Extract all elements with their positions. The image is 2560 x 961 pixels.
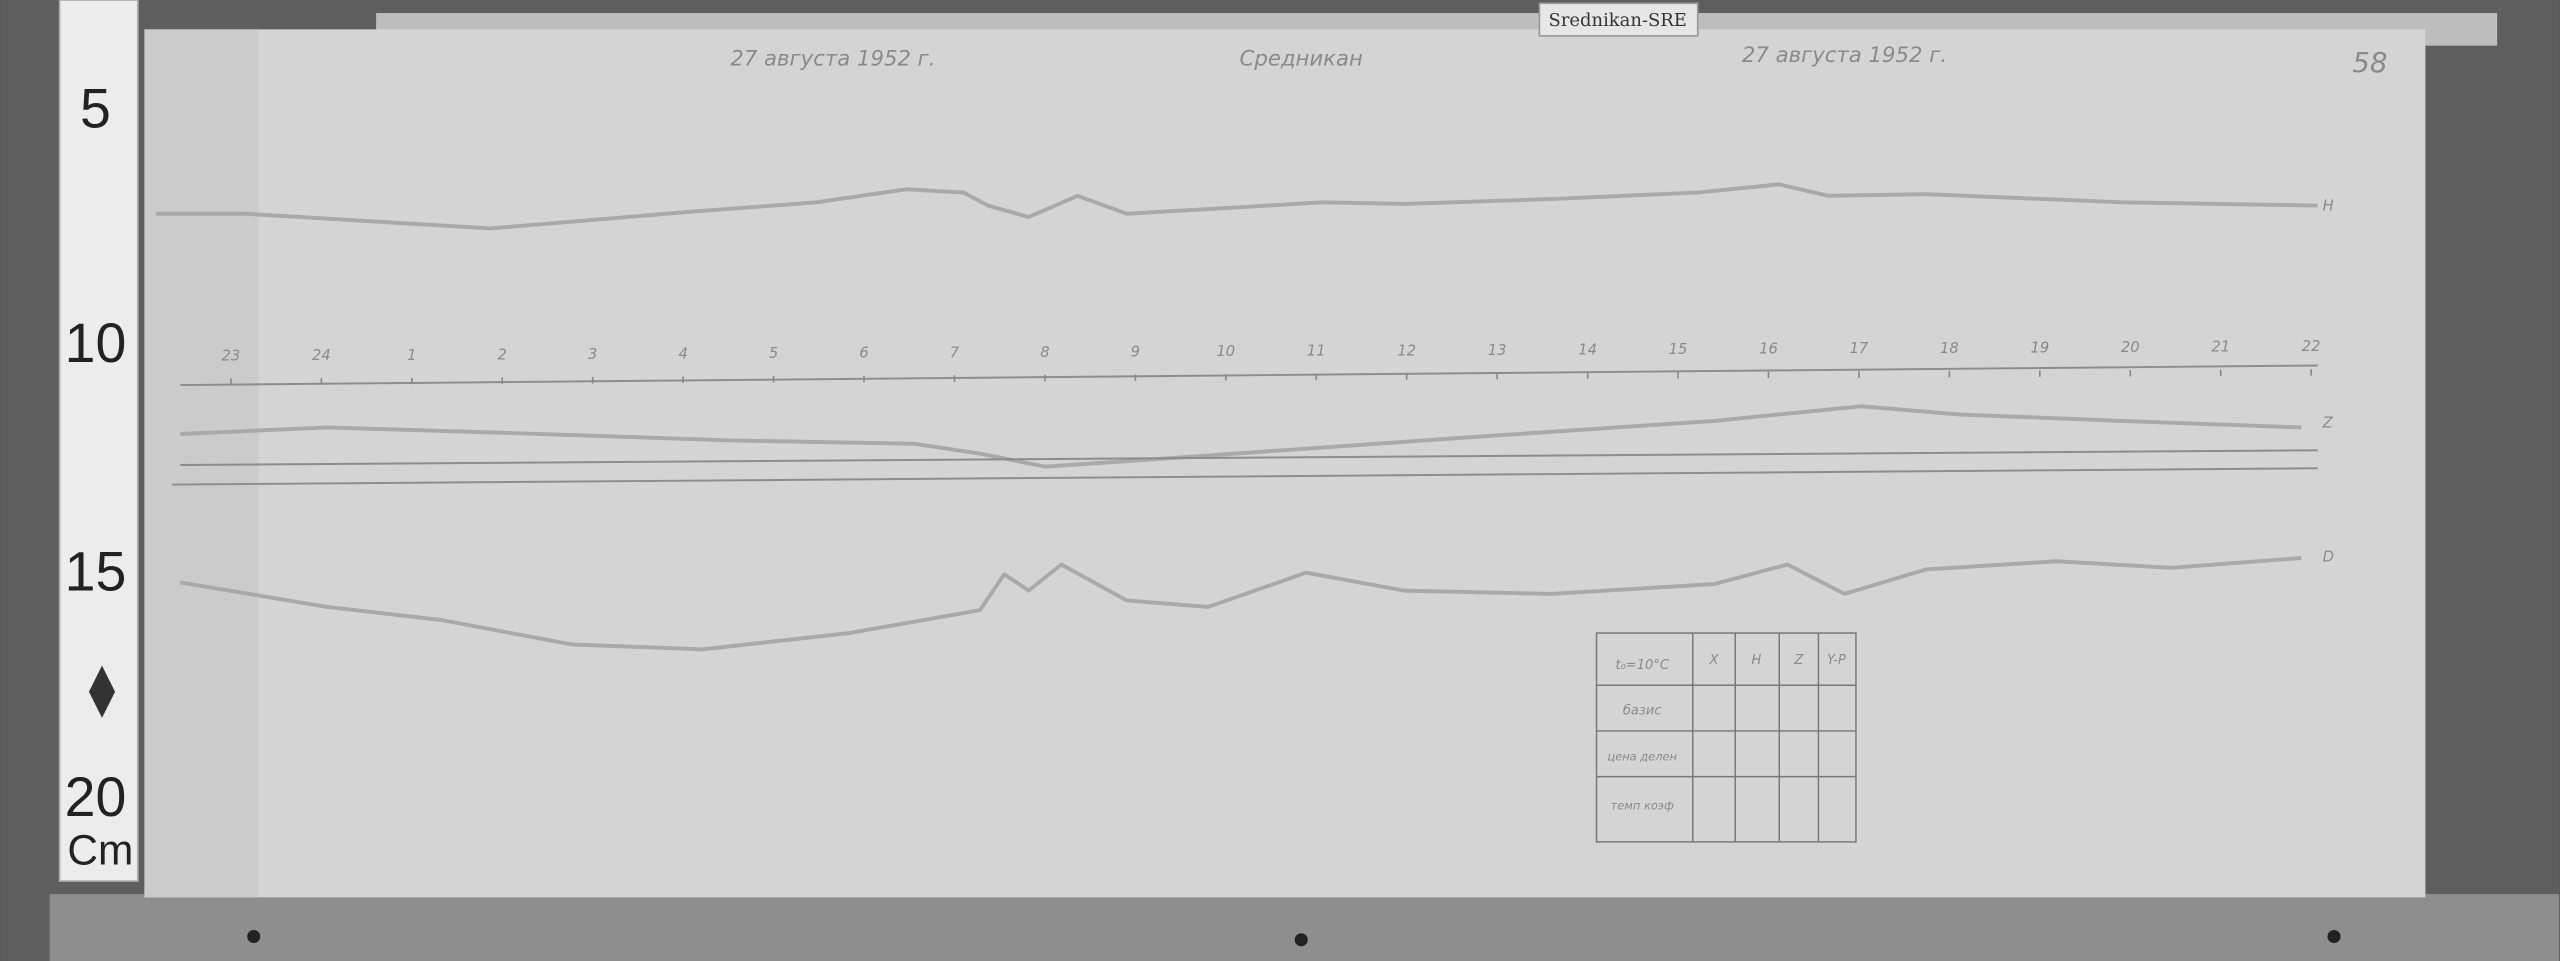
table-frame: [1595, 632, 1857, 843]
ruler-unit: Cm: [67, 827, 133, 874]
hour-label: 2: [498, 346, 507, 363]
hour-label: 15: [1669, 341, 1688, 358]
ruler: [58, 0, 139, 882]
hour-label: 22: [2302, 338, 2321, 355]
pin: [2327, 930, 2341, 944]
trace-label-d: D: [2323, 548, 2334, 565]
hour-label: 21: [2211, 339, 2230, 356]
table-row-label: базис: [1623, 704, 1662, 719]
table-header: Z: [1793, 653, 1804, 668]
hour-label: 17: [1850, 340, 1869, 357]
date-left: 27 августа 1952 г.: [730, 46, 935, 71]
hour-label: 3: [588, 346, 597, 363]
ruler-mark: 20: [65, 766, 127, 828]
hour-label: 9: [1131, 344, 1140, 361]
table-header: X: [1709, 653, 1720, 668]
station-tag: Srednikan-SRE: [1549, 10, 1687, 31]
station-tag-box: [1538, 2, 1699, 37]
hour-label: 18: [1940, 340, 1959, 357]
hour-label: 13: [1488, 342, 1507, 359]
sheet-number: 58: [2352, 46, 2387, 79]
station-name: Средникан: [1240, 46, 1363, 71]
hour-label: 7: [950, 344, 960, 361]
hour-label: 4: [678, 346, 687, 363]
hour-label: 11: [1307, 343, 1326, 360]
ruler-mark: 15: [65, 541, 127, 603]
hour-label: 10: [1216, 343, 1235, 360]
trace-d: [179, 556, 2302, 652]
hour-label: 20: [2121, 339, 2140, 356]
hour-label: 5: [769, 345, 778, 362]
ruler-mark: 10: [65, 312, 127, 374]
pin: [1294, 933, 1308, 947]
constants-table: t₀=10°C X H Z Y-P базис цена делен темп …: [1595, 632, 1857, 843]
trace-label-h: H: [2323, 197, 2334, 214]
trace-label-z: Z: [2322, 414, 2334, 431]
trace-z: [180, 404, 2302, 469]
pin: [247, 930, 261, 944]
table-row-label: темп коэф: [1611, 798, 1674, 812]
hour-label: 19: [2030, 339, 2049, 356]
hour-label: 16: [1759, 341, 1778, 358]
table-header: Y-P: [1827, 653, 1846, 668]
baseline: [180, 449, 2318, 466]
hour-label: 14: [1578, 341, 1597, 358]
baseline: [172, 467, 2318, 486]
hour-baseline: [180, 364, 2318, 387]
hour-labels: 23 24 1 2 3 4 5 6 7 8 9 10 11 12 13 14 15 16 17 18 19 20 21 22: [222, 338, 2321, 386]
date-right: 27 августа 1952 г.: [1742, 43, 1947, 68]
hour-label: 12: [1397, 342, 1416, 359]
hour-label: 8: [1040, 344, 1049, 361]
hour-label: 6: [859, 345, 868, 362]
table-row-label: цена делен: [1607, 749, 1677, 763]
table-header: t₀=10°C: [1615, 658, 1669, 673]
board: [49, 894, 2560, 961]
hour-label: 24: [312, 347, 331, 364]
paper-edge: [144, 29, 259, 898]
table-header: H: [1752, 653, 1762, 668]
ruler-mark: 5: [80, 77, 111, 139]
hour-label: 1: [407, 347, 416, 364]
hour-label: 23: [222, 348, 241, 365]
trace-h: [155, 182, 2318, 231]
